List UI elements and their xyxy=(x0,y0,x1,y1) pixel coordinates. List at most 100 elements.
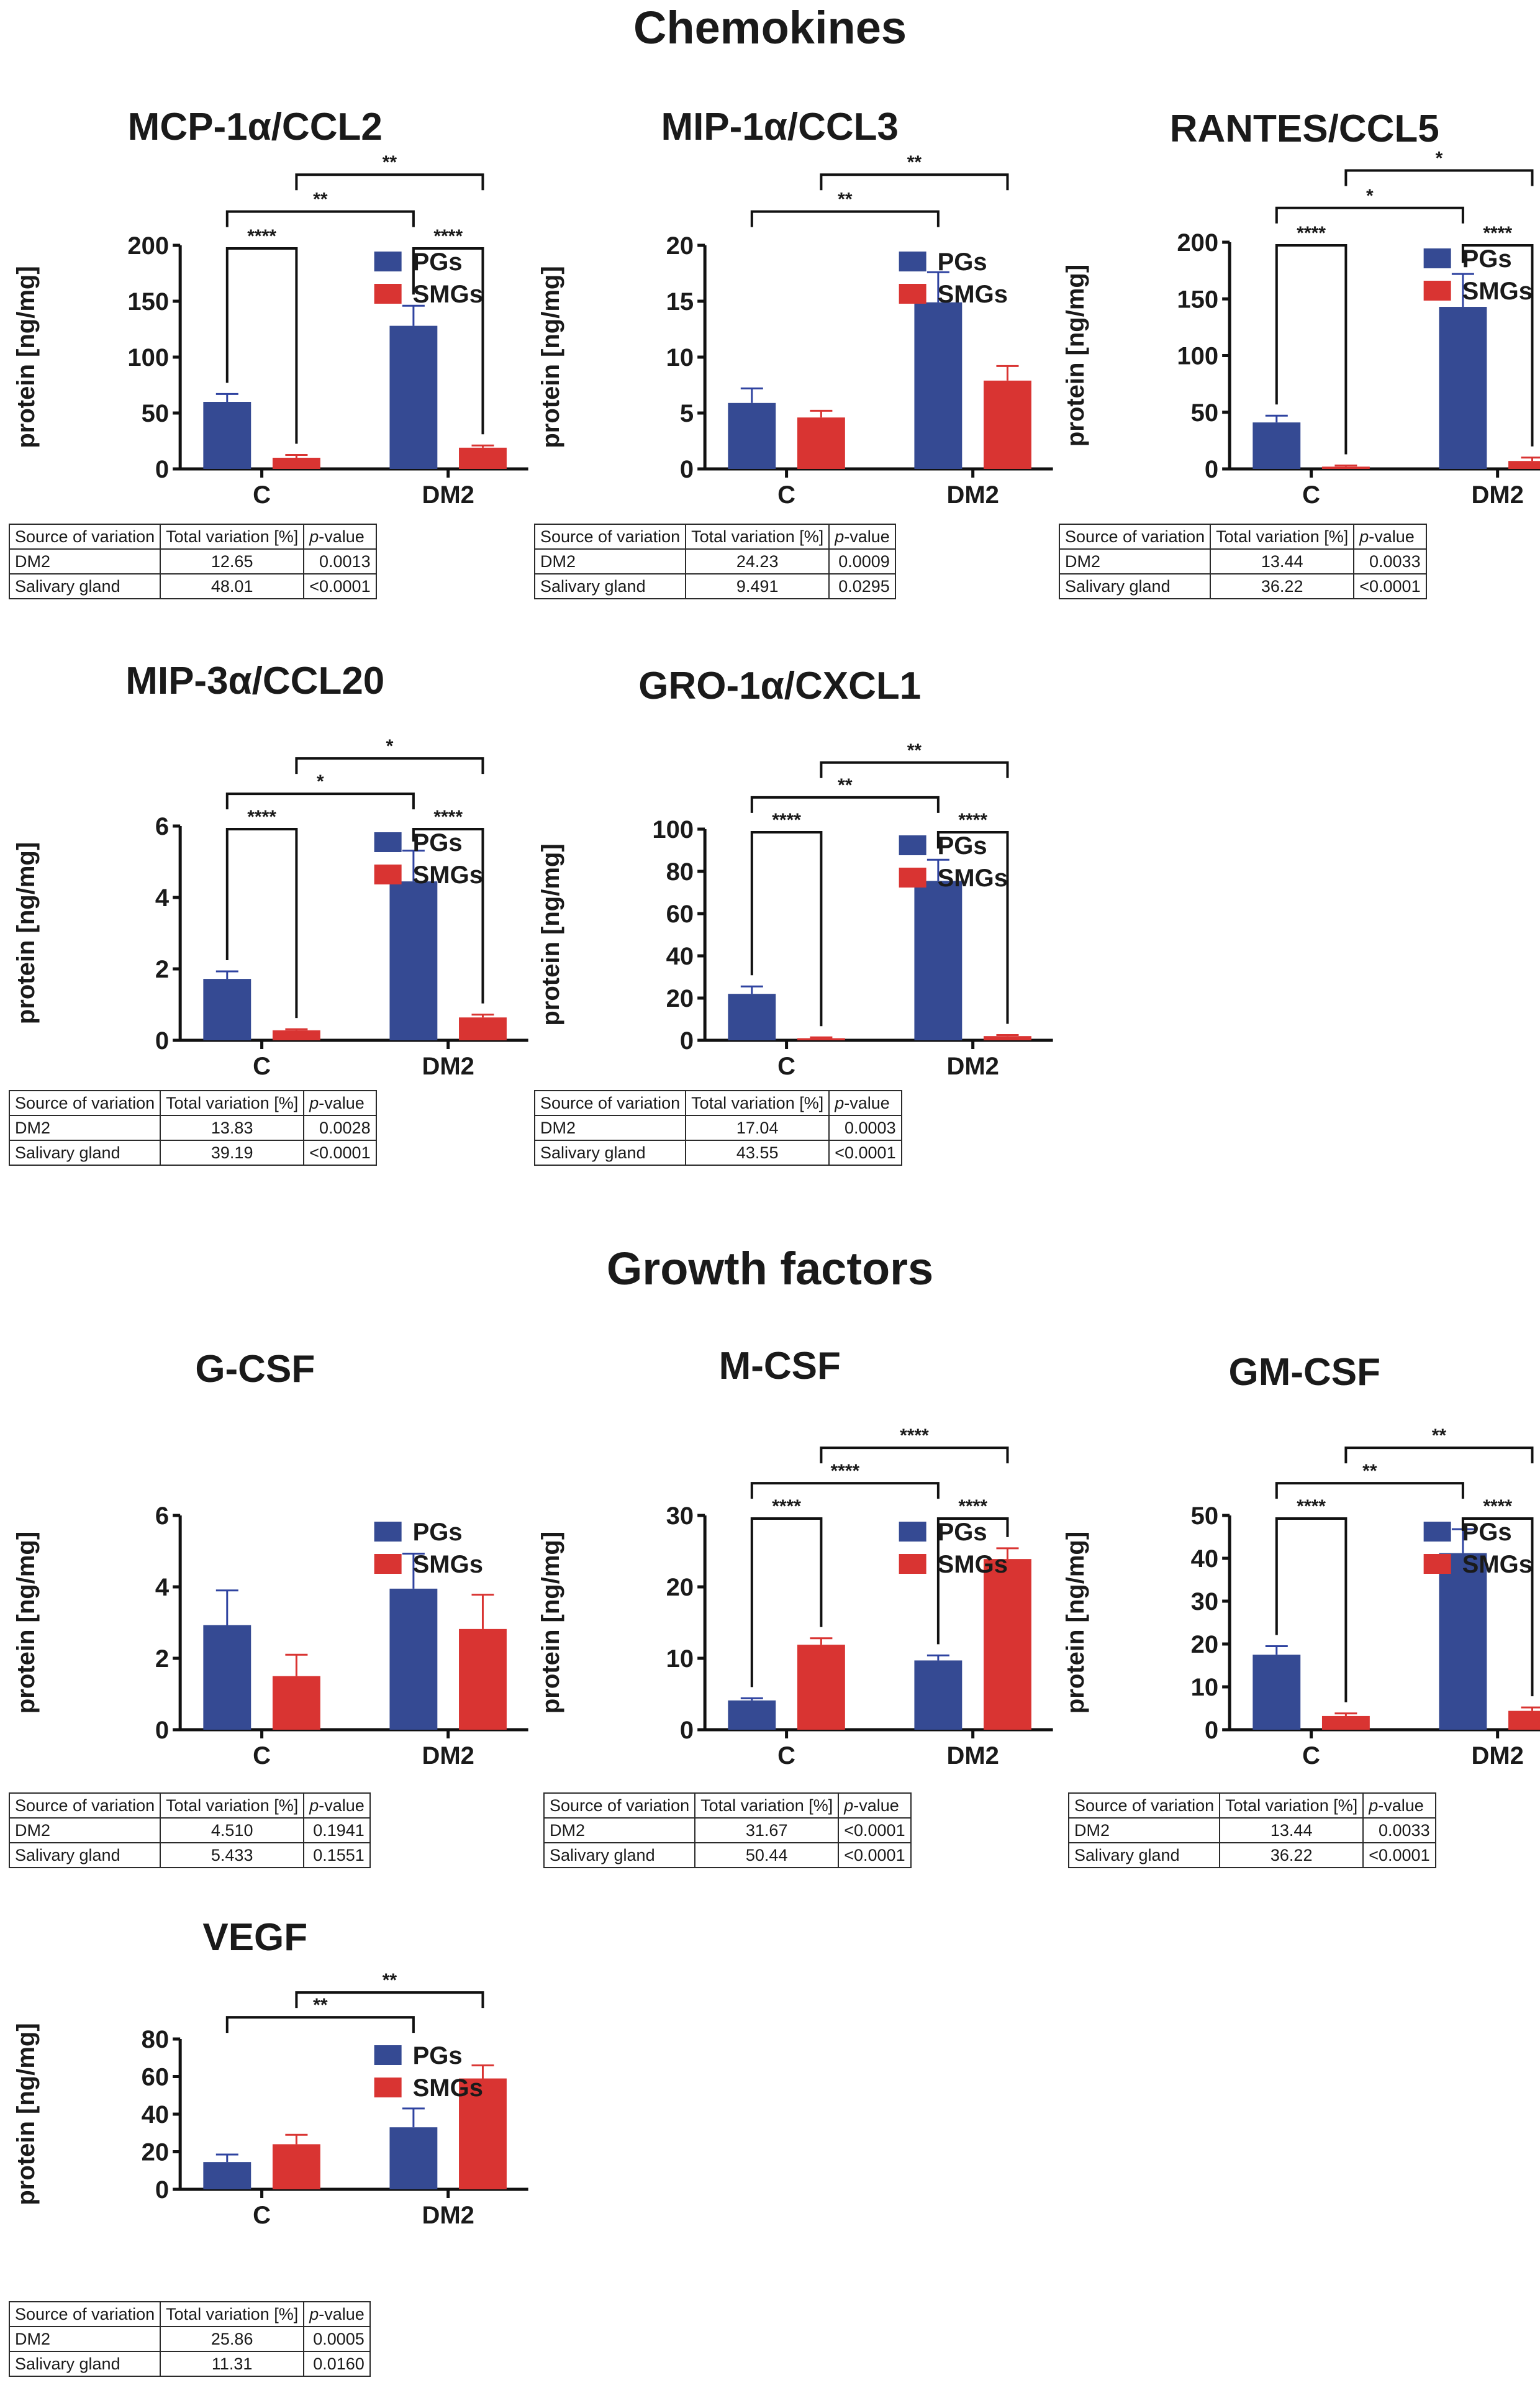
row-source: Salivary gland xyxy=(533,1140,687,1166)
header-p-suffix: -value xyxy=(1369,527,1415,546)
error-bar xyxy=(1334,465,1357,467)
y-axis-label: protein [ng/mg] xyxy=(537,1532,564,1714)
x-tick-label: C xyxy=(253,1742,271,1769)
bar-pgs-dm2 xyxy=(389,1588,438,1730)
row-source: Salivary gland xyxy=(8,2351,161,2377)
error-bar xyxy=(285,1028,308,1030)
y-tick-label: 6 xyxy=(155,813,169,840)
bar-pgs-c xyxy=(203,1625,251,1730)
error-bar xyxy=(740,985,763,994)
row-total: 36.22 xyxy=(1210,573,1355,599)
header-p-suffix: -value xyxy=(319,2304,365,2323)
significance-bracket: * xyxy=(1275,186,1464,224)
chart-title: RANTES/CCL5 xyxy=(1170,107,1439,150)
header-p: p-value xyxy=(303,2301,371,2327)
row-total: 13.44 xyxy=(1210,548,1355,575)
row-total: 11.31 xyxy=(160,2351,305,2377)
x-tick-label: DM2 xyxy=(946,1742,999,1769)
significance-label: **** xyxy=(958,810,987,830)
legend-label-pgs: PGs xyxy=(938,832,987,860)
error-bar xyxy=(402,1553,425,1589)
significance-label: **** xyxy=(772,1496,801,1517)
legend-label-pgs: PGs xyxy=(413,1519,463,1546)
table-row: DM2 31.67 <0.0001 xyxy=(543,1817,912,1843)
y-tick-label: 20 xyxy=(1191,1631,1219,1658)
legend: PGs SMGs xyxy=(374,1519,483,1578)
legend-swatch-smgs xyxy=(374,284,402,304)
bar-smgs-dm2 xyxy=(984,380,1031,469)
chart-panel-gmcsf: GM-CSF protein [ng/mg] 0 10 20 30 40 50 C DM2 ****… xyxy=(1049,1335,1540,1786)
significance-label: **** xyxy=(772,810,801,830)
error-bar xyxy=(1265,1645,1288,1655)
bar-pgs-dm2 xyxy=(914,1660,962,1730)
y-tick-label: 80 xyxy=(142,2026,170,2053)
header-total: Total variation [%] xyxy=(694,1792,840,1819)
y-tick-label: 100 xyxy=(652,816,694,843)
y-tick-label: 60 xyxy=(142,2064,170,2091)
bar-pgs-c xyxy=(203,979,251,1040)
legend-label-pgs: PGs xyxy=(1462,245,1512,273)
bar-smgs-c xyxy=(272,2144,320,2189)
y-tick-label: 50 xyxy=(142,400,170,427)
table-header-row: Source of variation Total variation [%] … xyxy=(8,1090,377,1116)
header-p-italic: p xyxy=(309,2304,319,2323)
y-tick-label: 80 xyxy=(666,858,694,886)
legend-label-smgs: SMGs xyxy=(938,281,1008,308)
significance-label: **** xyxy=(1297,1496,1326,1517)
stats-table: Source of variation Total variation [%] … xyxy=(8,524,377,599)
significance-bracket: ** xyxy=(750,775,940,813)
row-total: 36.22 xyxy=(1219,1842,1364,1868)
y-tick-label: 150 xyxy=(1177,286,1218,313)
bar-smgs-c xyxy=(797,1645,845,1730)
bar-smgs-dm2 xyxy=(459,1628,507,1730)
row-p: <0.0001 xyxy=(1353,573,1427,599)
chart-title: M-CSF xyxy=(719,1345,841,1387)
x-tick-label: C xyxy=(777,1742,795,1769)
bar-smgs-dm2 xyxy=(459,447,507,469)
table-header-row: Source of variation Total variation [%] … xyxy=(1067,1792,1436,1819)
significance-label: ** xyxy=(838,775,853,796)
header-p-italic: p xyxy=(835,527,845,546)
y-tick-label: 0 xyxy=(155,1717,169,1744)
header-p-italic: p xyxy=(309,527,319,546)
y-tick-label: 15 xyxy=(666,288,694,316)
row-p: 0.0033 xyxy=(1353,548,1427,575)
y-tick-label: 200 xyxy=(127,232,169,260)
y-tick-label: 0 xyxy=(1205,1717,1218,1744)
table-row: DM2 4.510 0.1941 xyxy=(8,1817,371,1843)
y-axis-label: protein [ng/mg] xyxy=(1062,265,1089,447)
table-row: DM2 13.83 0.0028 xyxy=(8,1115,377,1141)
row-total: 48.01 xyxy=(160,573,305,599)
header-p: p-value xyxy=(1353,524,1427,550)
legend-label-smgs: SMGs xyxy=(413,2074,483,2102)
x-tick-label: DM2 xyxy=(1471,1742,1523,1769)
row-source: DM2 xyxy=(8,2326,161,2352)
error-bar xyxy=(810,1637,833,1645)
chart-panel-mcp1: MCP-1α/CCL2 protein [ng/mg] 0 50 100 150 200 C D… xyxy=(0,93,528,525)
y-tick-label: 20 xyxy=(666,232,694,260)
row-p: <0.0001 xyxy=(303,1140,377,1166)
y-tick-label: 4 xyxy=(155,884,170,912)
legend-swatch-pgs xyxy=(899,252,926,271)
significance-label: **** xyxy=(1297,223,1326,243)
legend-swatch-smgs xyxy=(1423,1554,1451,1574)
bar-pgs-dm2 xyxy=(1439,1553,1487,1730)
bar-smgs-dm2 xyxy=(1508,461,1540,469)
legend: PGs SMGs xyxy=(374,248,483,308)
chart-title: G-CSF xyxy=(195,1348,315,1391)
table-row: Salivary gland 5.433 0.1551 xyxy=(8,1842,371,1868)
bar-pgs-c xyxy=(1252,1655,1301,1730)
chart-title: VEGF xyxy=(202,1916,307,1959)
row-total: 9.491 xyxy=(685,573,830,599)
header-p-suffix: -value xyxy=(319,1093,365,1112)
significance-bracket: ** xyxy=(1344,1425,1534,1464)
row-source: Salivary gland xyxy=(8,1842,161,1868)
header-total: Total variation [%] xyxy=(160,1792,305,1819)
legend: PGs SMGs xyxy=(1423,1519,1533,1578)
legend-swatch-pgs xyxy=(374,252,402,271)
row-source: Salivary gland xyxy=(8,1140,161,1166)
table-row: Salivary gland 36.22 <0.0001 xyxy=(1067,1842,1436,1868)
significance-label: **** xyxy=(1483,223,1512,243)
stats-table: Source of variation Total variation [%] … xyxy=(533,524,896,599)
bar-smgs-dm2 xyxy=(459,2078,507,2189)
